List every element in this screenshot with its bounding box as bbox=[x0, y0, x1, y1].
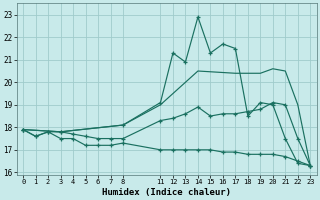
X-axis label: Humidex (Indice chaleur): Humidex (Indice chaleur) bbox=[102, 188, 231, 197]
